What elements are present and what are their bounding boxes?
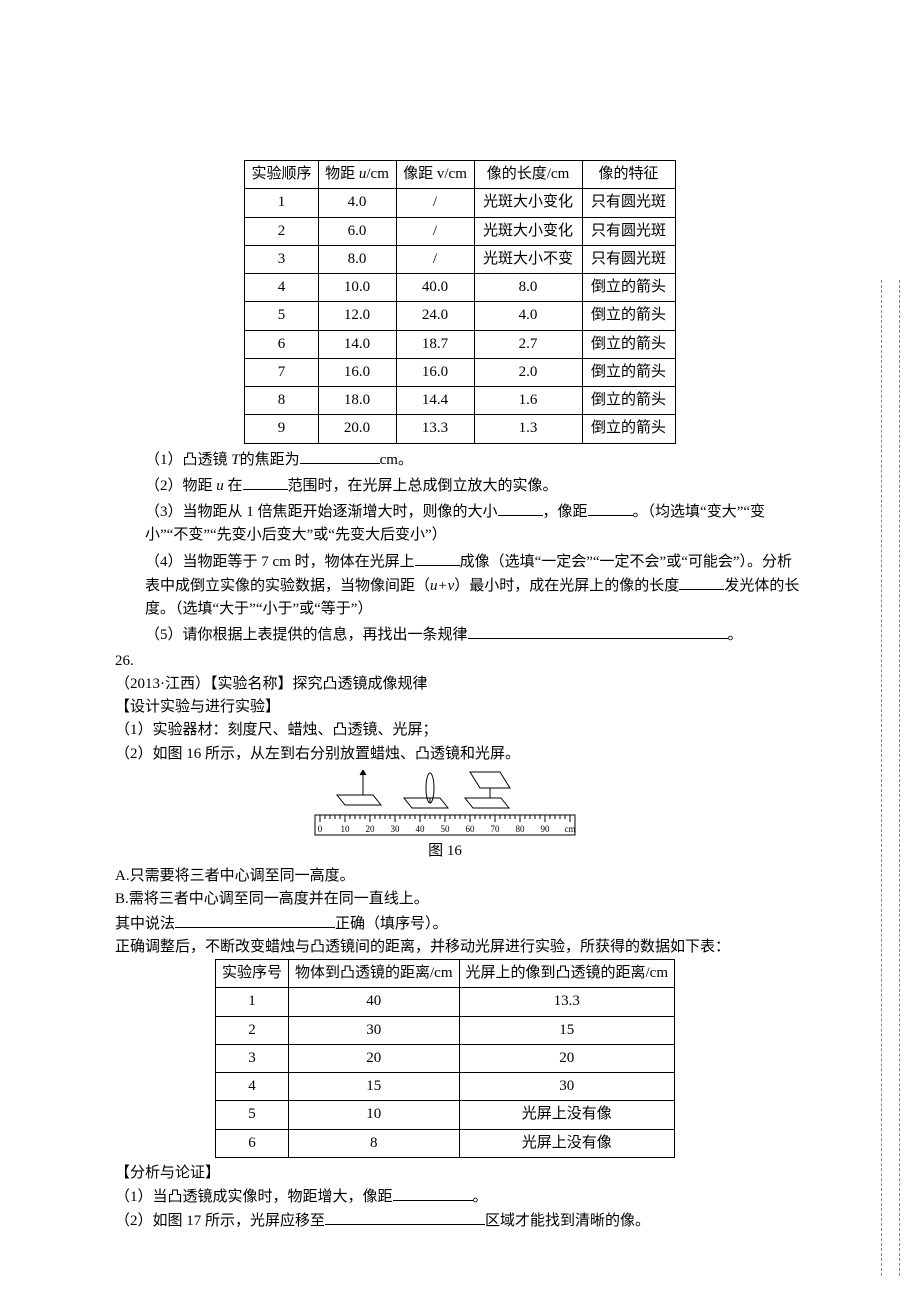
- table-row: 410.040.08.0倒立的箭头: [245, 274, 675, 302]
- svg-text:80: 80: [516, 824, 526, 834]
- q26-after-options: 正确调整后，不断改变蜡烛与凸透镜间的距离，并移动光屏进行实验，所获得的数据如下表…: [115, 936, 775, 959]
- margin-dashed-line-outer: [881, 280, 882, 1276]
- svg-text:cm: cm: [565, 824, 576, 834]
- experiment-table-1: 实验顺序 物距 u/cm 像距 v/cm 像的长度/cm 像的特征 14.0/光…: [244, 160, 675, 444]
- blank-region: [325, 1209, 485, 1225]
- table-row: 510光屏上没有像: [215, 1101, 674, 1129]
- blank-image-distance: [588, 500, 633, 516]
- col-image-distance: 像距 v/cm: [396, 161, 474, 189]
- question-number: 26.: [115, 650, 145, 673]
- t2-col-image-distance: 光屏上的像到凸透镜的距离/cm: [459, 960, 675, 988]
- table-row: 41530: [215, 1073, 674, 1101]
- q26-option-a: A.只需要将三者中心调至同一高度。: [115, 865, 775, 888]
- svg-text:70: 70: [491, 824, 501, 834]
- table-row: 614.018.72.7倒立的箭头: [245, 330, 675, 358]
- table-header-row: 实验顺序 物距 u/cm 像距 v/cm 像的长度/cm 像的特征: [245, 161, 675, 189]
- svg-text:60: 60: [466, 824, 476, 834]
- question-26: 26. （2013·江西）【实验名称】探究凸透镜成像规律 【设计实验与进行实验】…: [115, 650, 805, 1234]
- q26-option-question: 其中说法正确（填序号）。: [115, 912, 775, 936]
- table-row: 38.0/光斑大小不变只有圆光斑: [245, 245, 675, 273]
- q26-analysis-1: （1）当凸透镜成实像时，物距增大，像距。: [115, 1185, 775, 1209]
- svg-text:90: 90: [541, 824, 551, 834]
- blank-length-compare: [679, 574, 724, 590]
- figure-16-svg: 0 10 20 30 40 50 60 70 80 90 cm: [305, 770, 585, 840]
- question-part-5: （5）请你根据上表提供的信息，再找出一条规律。: [115, 623, 805, 647]
- blank-option: [175, 912, 335, 928]
- table2-header-row: 实验序号 物体到凸透镜的距离/cm 光屏上的像到凸透镜的距离/cm: [215, 960, 674, 988]
- table-row: 26.0/光斑大小变化只有圆光斑: [245, 217, 675, 245]
- experiment-table-2: 实验序号 物体到凸透镜的距离/cm 光屏上的像到凸透镜的距离/cm 14013.…: [215, 959, 675, 1158]
- svg-text:10: 10: [341, 824, 351, 834]
- blank-form-image: [415, 550, 460, 566]
- q26-analysis-title: 【分析与论证】: [115, 1162, 775, 1185]
- col-order: 实验顺序: [245, 161, 318, 189]
- col-image-feature: 像的特征: [582, 161, 675, 189]
- blank-rule: [468, 623, 728, 639]
- question-part-3: （3）当物距从 1 倍焦距开始逐渐增大时，则像的大小，像距。（均选填“变大”“变…: [115, 500, 805, 548]
- blank-size: [498, 500, 543, 516]
- col-object-distance: 物距 u/cm: [318, 161, 396, 189]
- table-row: 818.014.41.6倒立的箭头: [245, 387, 675, 415]
- table-row: 512.024.04.0倒立的箭头: [245, 302, 675, 330]
- question-part-1: （1）凸透镜 T的焦距为cm。: [115, 448, 805, 472]
- figure-16-label: 图 16: [115, 840, 775, 863]
- table-row: 14.0/光斑大小变化只有圆光斑: [245, 189, 675, 217]
- q26-d2: （2）如图 16 所示，从左到右分别放置蜡烛、凸透镜和光屏。: [115, 743, 775, 766]
- svg-text:50: 50: [441, 824, 451, 834]
- table-row: 920.013.31.3倒立的箭头: [245, 415, 675, 443]
- figure-16: 0 10 20 30 40 50 60 70 80 90 cm 图 16: [115, 770, 775, 863]
- table-row: 68光屏上没有像: [215, 1129, 674, 1157]
- table-row: 716.016.02.0倒立的箭头: [245, 358, 675, 386]
- svg-text:0: 0: [318, 824, 323, 834]
- question-part-2: （2）物距 u 在范围时，在光屏上总成倒立放大的实像。: [115, 474, 805, 498]
- table-row: 32020: [215, 1044, 674, 1072]
- q26-design-title: 【设计实验与进行实验】: [115, 696, 775, 719]
- table-row: 23015: [215, 1016, 674, 1044]
- margin-dashed-line-inner: [899, 280, 900, 1276]
- q26-d1: （1）实验器材：刻度尺、蜡烛、凸透镜、光屏；: [115, 719, 775, 742]
- t2-col-object-distance: 物体到凸透镜的距离/cm: [289, 960, 460, 988]
- svg-text:40: 40: [416, 824, 426, 834]
- q26-option-b: B.需将三者中心调至同一高度并在同一直线上。: [115, 888, 775, 911]
- blank-focal-length: [300, 448, 380, 464]
- svg-text:30: 30: [391, 824, 401, 834]
- blank-range: [243, 474, 288, 490]
- table-row: 14013.3: [215, 988, 674, 1016]
- q26-source: （2013·江西）【实验名称】探究凸透镜成像规律: [115, 673, 775, 696]
- blank-image-distance-change: [393, 1185, 473, 1201]
- svg-text:20: 20: [366, 824, 376, 834]
- q26-analysis-2: （2）如图 17 所示，光屏应移至区域才能找到清晰的像。: [115, 1209, 775, 1233]
- question-part-4: （4）当物距等于 7 cm 时，物体在光屏上成像（选填“一定会”“一定不会”或“…: [115, 550, 805, 622]
- col-image-length: 像的长度/cm: [474, 161, 582, 189]
- t2-col-order: 实验序号: [215, 960, 288, 988]
